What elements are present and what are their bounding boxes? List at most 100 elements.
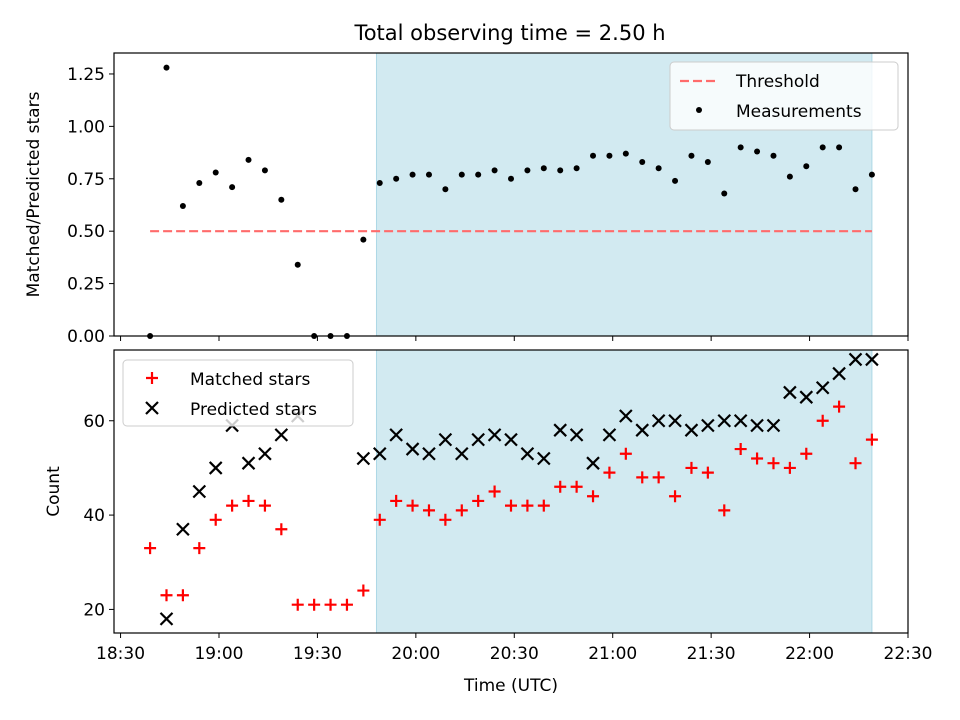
measurement-point — [261, 167, 268, 174]
measurement-point — [508, 175, 514, 182]
matched-point — [718, 504, 731, 517]
measurement-point — [376, 179, 383, 186]
predicted-point — [848, 352, 863, 367]
legend-box — [122, 359, 354, 427]
predicted-point — [750, 418, 764, 433]
predicted-point — [487, 428, 502, 442]
legend-measurements-swatch — [696, 107, 702, 113]
measurement-point — [540, 165, 547, 172]
predicted-point — [455, 446, 469, 461]
matched-point — [373, 513, 386, 526]
measurement-point — [458, 171, 465, 178]
predicted-point — [405, 442, 420, 456]
matched-point — [603, 466, 616, 479]
predicted-point — [208, 461, 223, 475]
matched-point — [406, 499, 419, 512]
legend-predicted-swatch — [145, 401, 159, 415]
predicted-point — [602, 428, 617, 442]
measurement-point — [672, 177, 679, 184]
measurement-point — [229, 184, 236, 191]
x-tick-label: 22:00 — [785, 644, 834, 664]
predicted-point — [372, 446, 387, 461]
measurement-point — [836, 144, 843, 151]
measurement-point — [409, 171, 416, 178]
matched-point — [291, 598, 304, 611]
matched-point — [800, 447, 813, 460]
matched-point — [652, 471, 665, 484]
predicted-point — [668, 413, 682, 428]
matched-point — [242, 494, 255, 507]
axes-frame — [113, 52, 909, 337]
predicted-point — [520, 446, 535, 461]
x-tick-label: 21:00 — [588, 644, 637, 664]
measurement-point — [622, 150, 629, 157]
matched-point — [209, 513, 222, 526]
measurement-point — [655, 165, 662, 172]
predicted-point — [717, 413, 732, 428]
matched-point — [505, 499, 517, 512]
predicted-point — [274, 428, 289, 442]
count-panel: 20 40 60 18:30 19:00 19:30 20:00 20:30 21:00 21:3… — [44, 349, 933, 696]
matched-point — [701, 466, 714, 479]
axes-frame — [113, 349, 909, 634]
matched-point — [455, 504, 468, 517]
legend-threshold-label: Threshold — [735, 72, 820, 92]
measurement-point — [475, 171, 482, 178]
predicted-point — [192, 484, 207, 499]
measurement-point — [803, 163, 810, 170]
y-tick-label: 1.25 — [67, 65, 105, 85]
predicted-point — [422, 446, 436, 461]
measurement-point — [590, 152, 597, 159]
legend-box — [669, 61, 899, 131]
matched-point — [275, 523, 288, 536]
matched-point — [390, 494, 403, 507]
legend-measurements-label: Measurements — [736, 102, 862, 122]
matched-point — [570, 480, 583, 493]
predicted-point — [799, 390, 814, 404]
predicted-point — [832, 366, 846, 381]
predicted-point — [241, 456, 256, 470]
matched-point — [324, 598, 337, 611]
matched-point — [340, 598, 353, 611]
predicted-point — [815, 380, 830, 395]
measurement-point — [179, 203, 186, 210]
y-tick-label: 0.50 — [67, 222, 105, 242]
predicted-point — [537, 451, 551, 466]
measurement-point — [688, 152, 695, 159]
matched-point — [521, 499, 534, 512]
measurement-point — [278, 196, 285, 203]
matched-point — [619, 447, 632, 460]
matched-point — [554, 480, 567, 493]
matched-point — [308, 598, 321, 611]
x-tick-label: 19:30 — [293, 644, 342, 664]
measurement-point — [639, 159, 646, 166]
matched-point — [816, 414, 829, 427]
ratio-panel: 0.00 0.25 0.50 0.75 1.00 1.25 Matched/Predicte… — [24, 52, 909, 347]
matched-point — [472, 494, 485, 507]
matched-point — [439, 513, 452, 526]
legend-predicted-label: Predicted stars — [190, 400, 317, 420]
predicted-point — [651, 413, 666, 428]
measurement-point — [786, 173, 793, 180]
measurement-point — [425, 171, 432, 178]
matched-point — [176, 589, 189, 602]
matched-point — [865, 433, 878, 446]
matched-point — [783, 461, 796, 474]
measurement-point — [163, 64, 170, 71]
y-tick-label: 40 — [83, 506, 105, 526]
measurement-point — [737, 144, 744, 151]
x-tick-label: 18:30 — [96, 644, 145, 664]
legend-matched-swatch — [146, 372, 158, 384]
matched-point — [587, 490, 600, 503]
matched-point — [357, 584, 370, 597]
predicted-point — [258, 446, 272, 461]
measurement-point — [294, 261, 301, 268]
shaded-interval — [375, 349, 873, 634]
matched-point — [833, 400, 846, 413]
measurement-point — [852, 186, 859, 193]
matched-point — [849, 457, 862, 470]
x-tick-label: 21:30 — [687, 644, 736, 664]
matched-point — [685, 461, 698, 474]
measurement-point — [245, 156, 252, 163]
